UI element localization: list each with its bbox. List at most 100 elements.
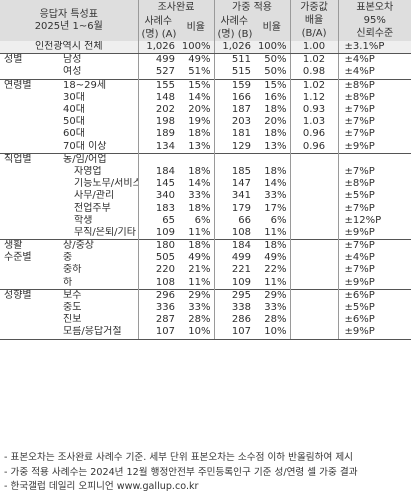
row-label: 50대 bbox=[63, 116, 85, 128]
row-label: 중도 bbox=[63, 302, 82, 314]
cases-b: 147 bbox=[213, 178, 255, 191]
table-row: 40대 202 20% 187 18% 0.93 ±7%P bbox=[0, 103, 412, 117]
row-label: 무직/은퇴/기타 bbox=[74, 226, 136, 238]
cases-a: 527 bbox=[137, 66, 179, 80]
weight-multiplier: 0.98 bbox=[289, 66, 339, 80]
footnote: - 한국갤럽 데일리 오피니언 www.gallup.co.kr bbox=[4, 481, 199, 492]
cases-a: 505 bbox=[137, 252, 179, 265]
sampling-error: ±5%P bbox=[337, 190, 412, 203]
row-label: 학생 bbox=[74, 214, 93, 226]
cases-b: 187 bbox=[213, 103, 255, 117]
total-row: 인천광역시 전체 1,026 100% 1,026 100% 1.00 ±3.1… bbox=[0, 41, 412, 55]
header-cases-a: 사례수 (명) (A) bbox=[137, 15, 179, 41]
ratio-a: 21% bbox=[188, 264, 211, 276]
cases-a: 134 bbox=[137, 140, 179, 154]
table-row: 60대 189 18% 181 18% 0.96 ±7%P bbox=[0, 128, 412, 141]
cases-b: 203 bbox=[213, 116, 255, 129]
ratio-b: 13% bbox=[264, 140, 287, 152]
sampling-error: ±8%P bbox=[337, 78, 412, 92]
weight-multiplier bbox=[289, 288, 339, 302]
ratio-a: 20% bbox=[188, 104, 211, 116]
sampling-error: ±9%P bbox=[337, 226, 412, 240]
weight-multiplier bbox=[289, 202, 339, 215]
group-label: 생활 수준별 bbox=[0, 239, 60, 290]
table-row: 중하 220 21% 221 22% ±7%P bbox=[0, 264, 412, 277]
weight-multiplier: 1.02 bbox=[289, 53, 339, 67]
weight-multiplier: 1.03 bbox=[289, 116, 339, 129]
footnote: - 표본오차는 조사완료 사례수 기준. 세부 단위 표본오차는 소수점 이하 … bbox=[4, 452, 353, 463]
ratio-b: 28% bbox=[264, 314, 287, 326]
ratio-a: 10% bbox=[178, 326, 215, 340]
weight-multiplier bbox=[289, 190, 339, 203]
table-row: 30대 148 14% 166 16% 1.12 ±8%P bbox=[0, 91, 412, 104]
weight-multiplier bbox=[289, 214, 339, 227]
table-row: 여성 527 51% 515 50% 0.98 ±4%P bbox=[0, 66, 412, 80]
weight-multiplier bbox=[289, 314, 339, 327]
cases-a: 202 bbox=[137, 103, 179, 117]
sampling-error: ±9%P bbox=[337, 326, 412, 340]
table-header: 응답자 특성표 2025년 1~6월 조사완료 가중 적용 가중값 배율 (B/… bbox=[0, 0, 412, 41]
ratio-a: 14% bbox=[188, 178, 211, 190]
cases-a: 189 bbox=[137, 128, 179, 141]
weight-multiplier bbox=[289, 301, 339, 315]
row-label: 40대 bbox=[63, 104, 85, 116]
ratio-b: 33% bbox=[264, 190, 287, 202]
ratio-b: 18% bbox=[264, 128, 287, 140]
row-label: 30대 bbox=[63, 91, 85, 103]
cases-b: 129 bbox=[213, 140, 255, 154]
cases-b: 181 bbox=[213, 128, 255, 141]
cases-a: 336 bbox=[137, 301, 179, 315]
sampling-error: ±12%P bbox=[337, 214, 412, 227]
cases-a: 296 bbox=[137, 288, 179, 302]
footnotes: - 표본오차는 조사완료 사례수 기준. 세부 단위 표본오차는 소수점 이하 … bbox=[4, 451, 414, 495]
ratio-a: 33% bbox=[188, 302, 211, 314]
weight-multiplier: 1.12 bbox=[289, 91, 339, 104]
cases-b bbox=[213, 152, 255, 166]
group-label: 직업별 bbox=[0, 152, 60, 240]
cases-a: 155 bbox=[137, 78, 179, 92]
row-label: 중하 bbox=[63, 264, 82, 276]
cases-a: 148 bbox=[137, 91, 179, 104]
total-cases-a: 1,026 bbox=[137, 41, 179, 55]
cases-a bbox=[137, 152, 179, 166]
header-cases-b: 사례수 (명) (B) bbox=[213, 15, 255, 41]
ratio-a: 18% bbox=[188, 202, 211, 214]
ratio-a: 28% bbox=[188, 314, 211, 326]
cases-a: 183 bbox=[137, 202, 179, 215]
ratio-b: 18% bbox=[254, 239, 291, 253]
cases-a: 287 bbox=[137, 314, 179, 327]
ratio-a: 13% bbox=[188, 140, 211, 152]
ratio-a: 14% bbox=[188, 91, 211, 103]
total-ratio-a: 100% bbox=[178, 41, 215, 55]
weight-multiplier bbox=[289, 239, 339, 253]
row-label: 자영업 bbox=[74, 165, 102, 177]
sampling-error: ±9%P bbox=[337, 140, 412, 154]
table-row: 학생 65 6% 66 6% ±12%P bbox=[0, 214, 412, 227]
cases-b: 159 bbox=[213, 78, 255, 92]
table-row: 기능노무/서비스 145 14% 147 14% ±8%P bbox=[0, 178, 412, 191]
header-ratio-a: 비율 bbox=[178, 15, 215, 41]
table-row: 전업주부 183 18% 179 17% ±7%P bbox=[0, 202, 412, 215]
cases-b: 184 bbox=[213, 239, 255, 253]
weight-multiplier: 0.93 bbox=[289, 103, 339, 117]
header-survey-done: 조사완료 bbox=[137, 0, 215, 15]
ratio-a: 11% bbox=[188, 226, 211, 238]
sampling-error: ±4%P bbox=[337, 66, 412, 80]
sampling-error: ±8%P bbox=[337, 91, 412, 104]
row-label: 여성 bbox=[63, 66, 82, 78]
ratio-b: 22% bbox=[264, 264, 287, 276]
cases-b: 499 bbox=[213, 252, 255, 265]
total-cases-b: 1,026 bbox=[213, 41, 255, 55]
sampling-error: ±7%P bbox=[337, 165, 412, 179]
sampling-error: ±7%P bbox=[337, 128, 412, 141]
ratio-b: 50% bbox=[264, 66, 287, 78]
cases-b: 109 bbox=[213, 276, 255, 290]
sampling-error: ±8%P bbox=[337, 178, 412, 191]
ratio-a: 18% bbox=[178, 239, 215, 253]
cases-b: 179 bbox=[213, 202, 255, 215]
header-sampling-error: 표본오차 95% 신뢰수준 bbox=[337, 0, 412, 41]
weight-multiplier: 1.02 bbox=[289, 78, 339, 92]
ratio-b: 49% bbox=[264, 252, 287, 264]
table-row: 진보 287 28% 286 28% ±6%P bbox=[0, 314, 412, 327]
cases-b: 515 bbox=[213, 66, 255, 80]
